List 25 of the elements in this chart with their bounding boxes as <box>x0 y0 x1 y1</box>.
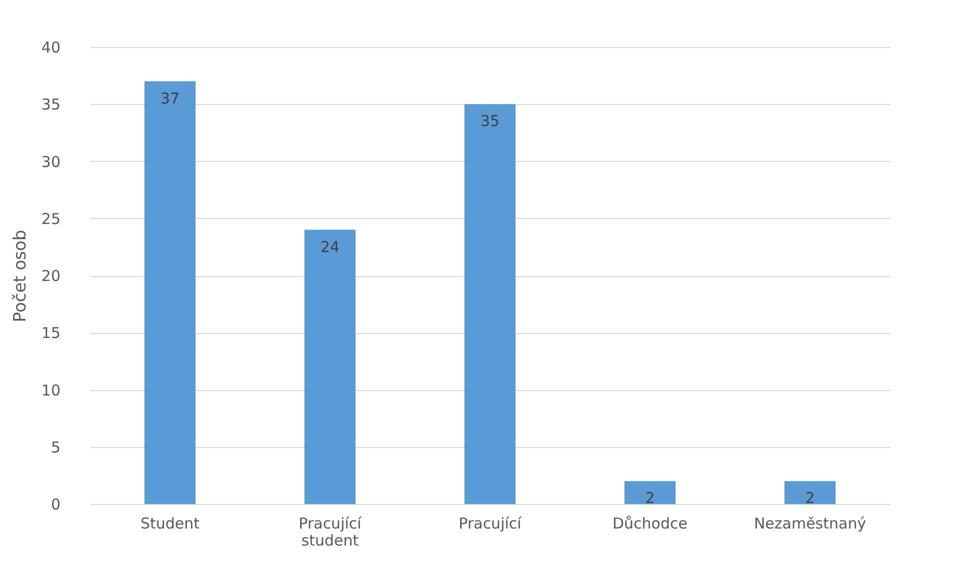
bar <box>464 104 516 504</box>
data-label: 2 <box>805 489 815 508</box>
x-tick-label: Důchodce <box>612 514 688 532</box>
bar <box>144 81 196 504</box>
bar <box>624 481 676 504</box>
bar <box>784 481 836 504</box>
data-label: 2 <box>645 489 655 508</box>
y-tick-label: 20 <box>41 267 60 285</box>
y-tick-label: 15 <box>41 324 60 342</box>
data-label: 37 <box>160 89 180 108</box>
y-tick-label: 10 <box>41 381 60 400</box>
x-tick-label: Student <box>140 514 200 532</box>
y-tick-label: 5 <box>50 438 60 456</box>
y-tick-label: 25 <box>41 210 60 228</box>
y-tick-label: 0 <box>50 496 60 514</box>
bar <box>304 230 356 504</box>
x-tick-label: Pracující <box>458 514 522 532</box>
data-label: 35 <box>480 112 500 130</box>
y-tick-label: 30 <box>41 152 60 171</box>
y-tick-label: 40 <box>41 38 60 56</box>
y-tick-label: 35 <box>41 96 60 114</box>
x-tick-label: Pracující student <box>298 514 362 550</box>
data-label: 24 <box>320 238 340 256</box>
y-axis-title: Počet osob <box>10 230 30 322</box>
x-tick-label: Nezaměstnaný <box>754 514 866 532</box>
